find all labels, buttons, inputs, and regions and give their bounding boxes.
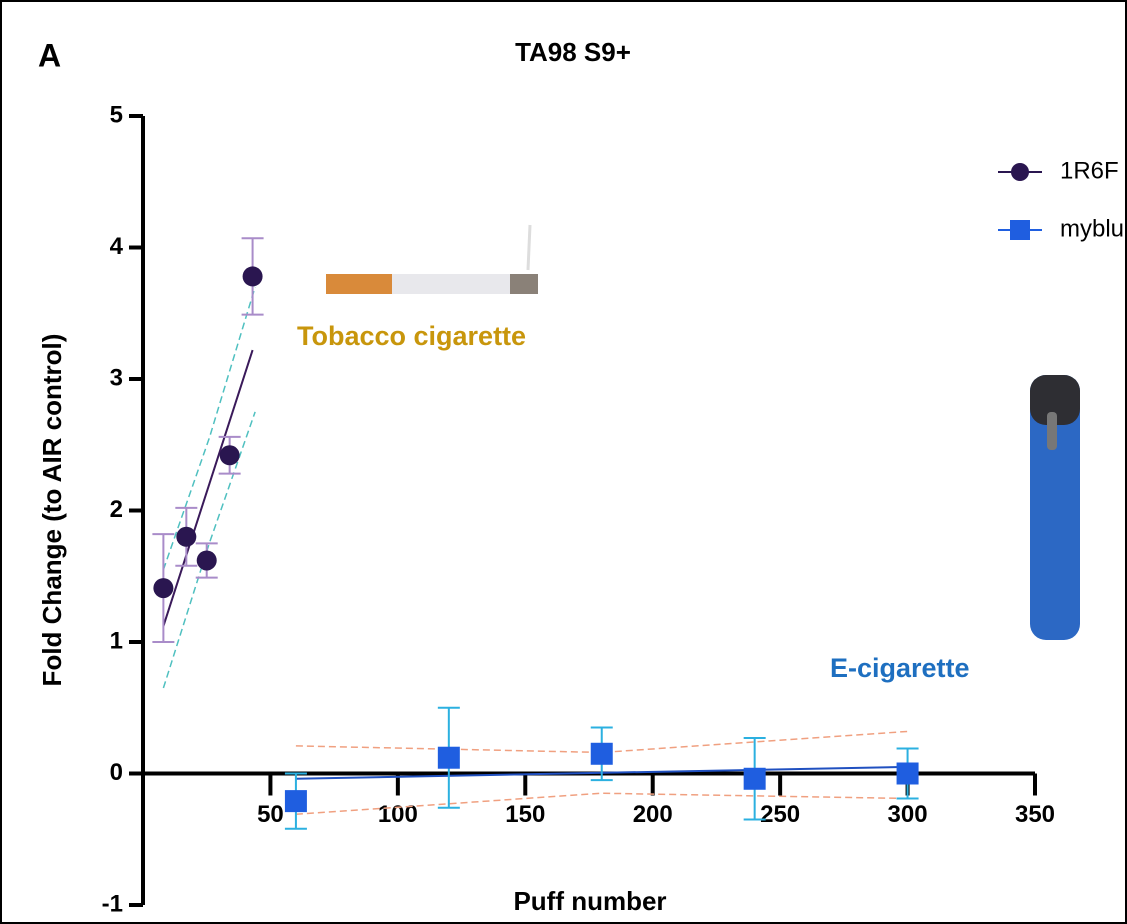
data-point — [438, 747, 460, 769]
y-tick-label: 4 — [110, 233, 124, 260]
x-tick-label: 300 — [888, 801, 928, 828]
x-tick-label: 250 — [760, 801, 800, 828]
data-point — [220, 445, 240, 465]
data-point — [897, 763, 919, 785]
annotation: E-cigarette — [830, 653, 970, 683]
legend-label: 1R6F — [1060, 157, 1119, 184]
frame — [1, 1, 1126, 923]
legend-marker — [1010, 220, 1030, 240]
data-point — [243, 266, 263, 286]
y-tick-label: -1 — [102, 890, 123, 917]
data-point — [591, 743, 613, 765]
data-point — [197, 550, 217, 570]
x-tick-label: 350 — [1015, 801, 1055, 828]
y-tick-label: 3 — [110, 364, 123, 391]
data-point — [744, 768, 766, 790]
x-tick-label: 150 — [505, 801, 545, 828]
y-tick-label: 0 — [110, 759, 123, 786]
legend-marker — [1011, 163, 1029, 181]
legend-label: myblu — [1060, 215, 1124, 242]
chart-title: TA98 S9+ — [515, 37, 631, 67]
x-tick-label: 50 — [257, 801, 284, 828]
y-tick-label: 5 — [110, 101, 123, 128]
data-point — [153, 578, 173, 598]
y-axis-label: Fold Change (to AIR control) — [37, 334, 67, 687]
y-tick-label: 2 — [110, 496, 123, 523]
x-axis-label: Puff number — [513, 886, 666, 916]
y-tick-label: 1 — [110, 627, 123, 654]
data-point — [285, 790, 307, 812]
x-tick-label: 100 — [378, 801, 418, 828]
x-tick-label: 200 — [633, 801, 673, 828]
chart: A TA98 S9+ Puff number Fold Change (to A… — [0, 0, 1127, 924]
panel-label: A — [38, 37, 61, 73]
annotation: Tobacco cigarette — [297, 321, 526, 351]
ecig-image — [1030, 375, 1080, 640]
data-point — [176, 527, 196, 547]
